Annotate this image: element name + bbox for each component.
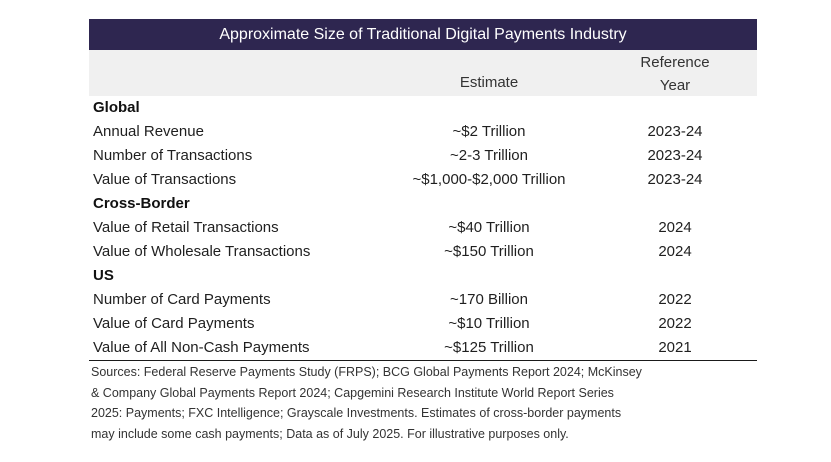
section-cross-border: Cross-Border (89, 192, 757, 216)
row-estimate: ~$40 Trillion (448, 219, 530, 236)
row-year: 2023-24 (647, 171, 703, 188)
row-label: Value of Retail Transactions (93, 219, 279, 236)
row-label: Annual Revenue (93, 123, 204, 140)
reference-year-header-line2: Year (659, 77, 691, 94)
row-label: Number of Transactions (93, 147, 253, 164)
reference-year-column-header: Reference Year (615, 51, 735, 97)
table-title-text: Approximate Size of Traditional Digital … (219, 25, 627, 43)
row-estimate: ~170 Billion (450, 291, 528, 308)
row-estimate: ~$125 Trillion (444, 339, 534, 356)
estimate-column-header: Estimate (459, 74, 519, 91)
row-year: 2023-24 (647, 123, 703, 140)
section-label: Cross-Border (93, 195, 190, 212)
table-row: Number of Transactions ~2-3 Trillion 202… (89, 144, 757, 168)
row-estimate: ~$2 Trillion (452, 123, 526, 140)
table-row: Value of Wholesale Transactions ~$150 Tr… (89, 240, 757, 264)
section-label: Global (93, 99, 140, 116)
section-label: US (93, 267, 114, 284)
row-label: Value of Card Payments (93, 315, 255, 332)
table-row: Annual Revenue ~$2 Trillion 2023-24 (89, 120, 757, 144)
source-note-line: may include some cash payments; Data as … (91, 426, 569, 441)
column-header-row: Estimate Reference Year (89, 50, 757, 96)
row-year: 2022 (658, 315, 692, 332)
table-bottom-rule (89, 360, 757, 361)
row-estimate: ~$10 Trillion (448, 315, 530, 332)
row-year: 2024 (658, 243, 692, 260)
row-year: 2021 (658, 339, 692, 356)
row-label: Value of Transactions (93, 171, 237, 188)
row-estimate: ~$1,000-$2,000 Trillion (412, 171, 566, 188)
reference-year-header-line1: Reference (640, 54, 710, 71)
source-note-line: Sources: Federal Reserve Payments Study … (91, 365, 642, 379)
row-year: 2024 (658, 219, 692, 236)
table-row: Value of All Non-Cash Payments ~$125 Tri… (89, 336, 757, 360)
section-us: US (89, 264, 757, 288)
row-label: Value of All Non-Cash Payments (93, 339, 310, 356)
row-estimate: ~$150 Trillion (444, 243, 534, 260)
row-label: Value of Wholesale Transactions (93, 243, 311, 260)
row-year: 2022 (658, 291, 692, 308)
row-year: 2023-24 (647, 147, 703, 164)
row-label: Number of Card Payments (93, 291, 271, 308)
table-row: Number of Card Payments ~170 Billion 202… (89, 288, 757, 312)
table-row: Value of Card Payments ~$10 Trillion 202… (89, 312, 757, 336)
section-global: Global (89, 96, 757, 120)
payments-size-table: Approximate Size of Traditional Digital … (89, 19, 757, 444)
table-title: Approximate Size of Traditional Digital … (89, 19, 757, 50)
source-note-line: 2025: Payments; FXC Intelligence; Graysc… (91, 406, 622, 420)
table-row: Value of Retail Transactions ~$40 Trilli… (89, 216, 757, 240)
source-notes: Sources: Federal Reserve Payments Study … (89, 361, 755, 444)
source-note-line: & Company Global Payments Report 2024; C… (91, 385, 614, 400)
table-body: Global Annual Revenue ~$2 Trillion 2023-… (89, 96, 757, 360)
table-row: Value of Transactions ~$1,000-$2,000 Tri… (89, 168, 757, 192)
row-estimate: ~2-3 Trillion (450, 147, 528, 164)
